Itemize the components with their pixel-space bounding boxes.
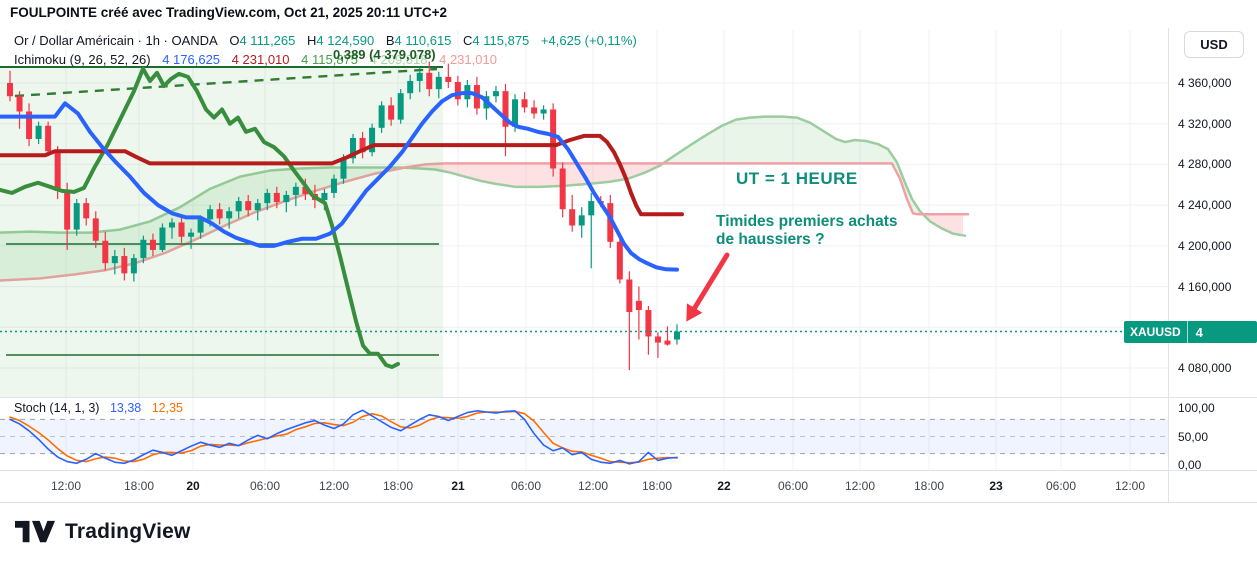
- time-axis-label: 12:00: [577, 479, 609, 493]
- ichimoku-tenkan-value: 4 176,625: [162, 52, 221, 67]
- price-axis-label: 4 200,000: [1178, 238, 1232, 253]
- time-axis-label: 12:00: [318, 479, 350, 493]
- time-axis-label: 12:00: [1114, 479, 1146, 493]
- time-axis-label: 12:00: [844, 479, 876, 493]
- ichimoku-label: Ichimoku (9, 26, 52, 26): [14, 52, 151, 67]
- ohlc-high-value: 4 124,590: [316, 33, 375, 48]
- price-axis-label: 4 160,000: [1178, 279, 1232, 294]
- stoch-axis-label: 100,00: [1178, 401, 1215, 415]
- stoch-axis-label: 50,00: [1178, 429, 1209, 444]
- ichimoku-senkou-b-value: 4 231,010: [439, 52, 497, 67]
- ohlc-open-label: O: [229, 33, 240, 48]
- ohlc-change: +4,625 (+0,11%): [540, 33, 637, 48]
- time-axis-label: 12:00: [50, 479, 82, 493]
- tradingview-logo-icon: [15, 520, 55, 543]
- symbol-title: Or / Dollar Américain · 1h · OANDA: [14, 33, 218, 48]
- price-axis-label: 4 360,000: [1178, 76, 1232, 90]
- price-axis-label: 4 280,000: [1178, 157, 1232, 172]
- time-axis-label: 18:00: [123, 479, 155, 493]
- ohlc-low-value: 4 110,615: [394, 33, 452, 48]
- footer: TradingView: [0, 503, 1257, 561]
- stoch-axis-label: 0,00: [1178, 458, 1202, 472]
- snapshot-title: FOULPOINTE créé avec TradingView.com, Oc…: [10, 5, 448, 20]
- symbol-legend: Or / Dollar Américain · 1h · OANDA O4 11…: [14, 33, 637, 48]
- time-axis-label: 18:00: [913, 479, 945, 493]
- time-axis-label: 06:00: [1045, 479, 1077, 493]
- candlestick-series: [7, 61, 681, 371]
- ohlc-close-label: C: [463, 33, 473, 48]
- time-axis-label: 20: [186, 479, 200, 493]
- time-axis-label: 18:00: [641, 479, 673, 493]
- last-price-value: 4 115,875: [1187, 321, 1257, 343]
- drawing-price-label[interactable]: 0,389 (4 379,078): [333, 47, 436, 62]
- ohlc-high-label: H: [307, 33, 317, 48]
- annotation-buyers-line1: Timides premiers achats: [716, 213, 898, 230]
- time-axis-label: 06:00: [777, 479, 809, 493]
- time-axis-label: 18:00: [382, 479, 414, 493]
- last-price-symbol: XAUUSD: [1124, 321, 1188, 343]
- ichimoku-senkou-a-value: 4 209,818: [369, 52, 428, 67]
- tradingview-wordmark: TradingView: [65, 520, 191, 543]
- time-axis-label: 21: [451, 479, 465, 493]
- ohlc-open-value: 4 111,265: [239, 33, 296, 48]
- annotation-timeframe-note[interactable]: UT = 1 HEURE: [736, 169, 858, 188]
- price-axis-label: 4 320,000: [1178, 116, 1232, 131]
- time-axis-label: 22: [717, 479, 731, 493]
- stoch-label: Stoch (14, 1, 3): [14, 401, 100, 415]
- price-axis-label: 4 080,000: [1178, 361, 1232, 375]
- ichimoku-chikou-value: 4 115,875: [301, 52, 359, 67]
- ohlc-close-value: 4 115,875: [472, 33, 530, 48]
- stoch-k-value: 13,38: [109, 401, 142, 415]
- currency-toggle-button[interactable]: USD: [1184, 31, 1244, 58]
- price-axis-label: 4 240,000: [1178, 198, 1232, 213]
- ohlc-low-label: B: [385, 33, 395, 48]
- stoch-legend: Stoch (14, 1, 3) 13,38 12,35: [14, 401, 183, 415]
- time-axis-label: 06:00: [510, 479, 542, 493]
- ichimoku-legend: Ichimoku (9, 26, 52, 26) 4 176,625 4 231…: [14, 52, 505, 67]
- annotation-buyers-note[interactable]: Timides premiers achats de haussiers ?: [716, 213, 898, 249]
- last-price-badge: XAUUSD 4 115,875: [1124, 321, 1257, 343]
- time-axis-label: 06:00: [249, 479, 281, 493]
- annotation-buyers-line2: de haussiers ?: [716, 231, 825, 248]
- stoch-d-value: 12,35: [151, 401, 183, 415]
- ichimoku-kijun-value: 4 231,010: [231, 52, 290, 67]
- time-axis-label: 23: [989, 479, 1003, 493]
